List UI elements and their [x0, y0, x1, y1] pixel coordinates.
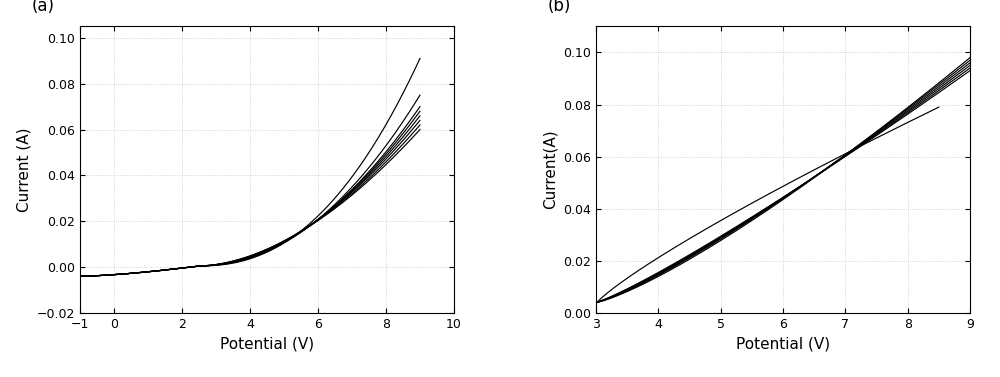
Y-axis label: Current(A): Current(A)	[543, 130, 558, 210]
Text: (a): (a)	[31, 0, 54, 15]
Y-axis label: Current (A): Current (A)	[16, 127, 31, 212]
X-axis label: Potential (V): Potential (V)	[736, 336, 830, 351]
Text: (b): (b)	[547, 0, 571, 15]
X-axis label: Potential (V): Potential (V)	[220, 336, 314, 351]
